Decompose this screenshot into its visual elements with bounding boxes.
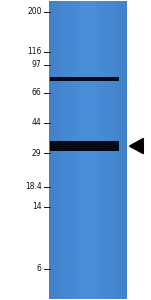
Text: 97: 97 [32, 60, 42, 69]
Bar [76, 2, 78, 298]
Bar [51, 2, 53, 298]
Bar [111, 2, 113, 298]
Bar [65, 2, 67, 298]
Bar [86, 2, 88, 298]
Bar [102, 2, 104, 298]
Bar [96, 2, 98, 298]
Bar [53, 2, 55, 298]
Bar [71, 2, 72, 298]
Bar [121, 2, 123, 298]
Text: 44: 44 [32, 118, 42, 127]
Bar [92, 2, 94, 298]
Bar [78, 2, 80, 298]
Bar [80, 2, 82, 298]
Bar [123, 2, 125, 298]
Text: 18.4: 18.4 [25, 182, 42, 191]
Text: 200: 200 [27, 7, 42, 16]
Text: 6: 6 [37, 264, 42, 273]
Bar [61, 2, 63, 298]
Bar [100, 2, 102, 298]
Bar [67, 2, 69, 298]
Text: 66: 66 [32, 88, 42, 98]
Bar [88, 2, 90, 298]
Bar [94, 2, 96, 298]
Bar [108, 2, 109, 298]
Bar [125, 2, 127, 298]
Bar [50, 141, 119, 152]
Bar [113, 2, 115, 298]
Bar [90, 2, 92, 298]
Bar [49, 2, 51, 298]
Bar [82, 2, 84, 298]
Bar [106, 2, 108, 298]
Bar [115, 2, 117, 298]
Bar [72, 2, 74, 298]
Polygon shape [130, 139, 143, 154]
Bar [55, 2, 57, 298]
Bar [59, 2, 61, 298]
Text: 14: 14 [32, 202, 42, 211]
Text: 116: 116 [27, 47, 42, 56]
Bar [98, 2, 100, 298]
Bar [63, 2, 65, 298]
Bar [109, 2, 111, 298]
Bar [104, 2, 106, 298]
Text: 29: 29 [32, 149, 42, 158]
Bar [74, 2, 76, 298]
Bar [84, 2, 86, 298]
Bar [50, 76, 119, 81]
Bar [119, 2, 121, 298]
Bar [69, 2, 71, 298]
Bar [57, 2, 59, 298]
Bar [117, 2, 119, 298]
